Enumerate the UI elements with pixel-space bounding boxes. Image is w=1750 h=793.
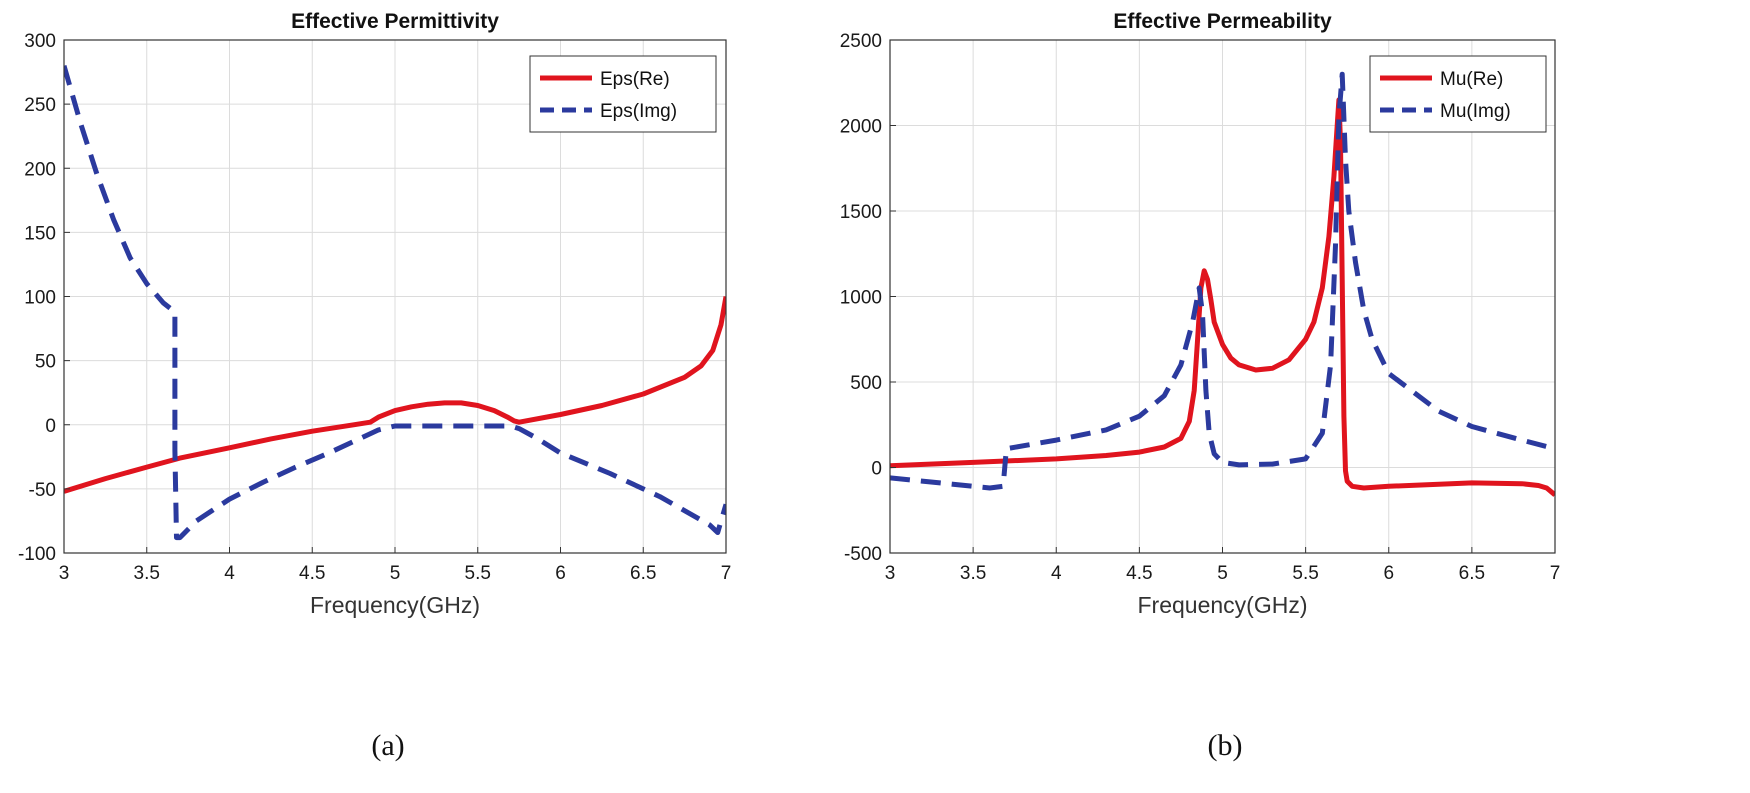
x-tick-label: 3 bbox=[59, 563, 70, 584]
x-tick-label: 5.5 bbox=[465, 563, 491, 584]
x-tick-label: 7 bbox=[721, 563, 732, 584]
x-tick-label: 7 bbox=[1550, 563, 1561, 584]
legend-box bbox=[1369, 55, 1547, 133]
x-tick-label: 5.5 bbox=[1292, 563, 1318, 584]
y-tick-label: 50 bbox=[35, 352, 56, 373]
x-tick-label: 4.5 bbox=[1126, 563, 1152, 584]
legend-label-Mu(Re): Mu(Re) bbox=[1440, 69, 1503, 90]
y-tick-label: 300 bbox=[24, 31, 56, 52]
y-tick-label: 100 bbox=[24, 288, 56, 309]
y-tick-label: -50 bbox=[29, 480, 56, 501]
x-tick-label: 3.5 bbox=[960, 563, 986, 584]
series-line-Eps(Re) bbox=[64, 296, 726, 494]
y-tick-label: 0 bbox=[871, 459, 882, 480]
chart-panel-1: 3 3.5 4 4.5 5 5.5 6 6.5 7 -500 0 500 1000 1500 2000 250… bbox=[840, 10, 1561, 762]
series-group bbox=[890, 71, 1555, 497]
chart-title: Effective Permeability bbox=[1113, 10, 1332, 33]
y-tick-label: 200 bbox=[24, 159, 56, 180]
x-tick-label: 6.5 bbox=[630, 563, 656, 584]
y-tick-label: 150 bbox=[24, 223, 56, 244]
x-tick-label: 6.5 bbox=[1459, 563, 1485, 584]
y-tick-label: 0 bbox=[45, 416, 56, 437]
series-line-Mu(Re) bbox=[890, 97, 1555, 497]
series-line-Mu(Img) bbox=[890, 71, 1555, 491]
y-tick-label: -500 bbox=[844, 544, 882, 565]
x-axis-label: Frequency(GHz) bbox=[310, 592, 480, 618]
x-axis-label: Frequency(GHz) bbox=[1138, 592, 1308, 618]
y-tick-label: 500 bbox=[850, 373, 882, 394]
y-tick-label: 2000 bbox=[840, 117, 882, 138]
x-tick-label: 6 bbox=[555, 563, 566, 584]
x-tick-label: 3 bbox=[885, 563, 896, 584]
x-tick-label: 6 bbox=[1383, 563, 1394, 584]
x-tick-label: 4 bbox=[224, 563, 235, 584]
panel-caption: (b) bbox=[1208, 729, 1243, 762]
legend-label-Eps(Img): Eps(Img) bbox=[600, 101, 677, 122]
legend-label-Mu(Img): Mu(Img) bbox=[1440, 101, 1511, 122]
y-tick-label: 250 bbox=[24, 95, 56, 116]
x-tick-label: 3.5 bbox=[134, 563, 160, 584]
legend-label-Eps(Re): Eps(Re) bbox=[600, 69, 670, 90]
chart-title: Effective Permittivity bbox=[291, 10, 499, 33]
y-tick-label: -100 bbox=[18, 544, 56, 565]
x-tick-label: 5 bbox=[390, 563, 401, 584]
panel-caption: (a) bbox=[371, 729, 404, 762]
y-tick-label: 1000 bbox=[840, 288, 882, 309]
legend: Mu(Re) Mu(Img) bbox=[1369, 55, 1547, 133]
x-tick-label: 4 bbox=[1051, 563, 1062, 584]
y-tick-label: 1500 bbox=[840, 202, 882, 223]
x-tick-label: 4.5 bbox=[299, 563, 325, 584]
chart-panel-0: 3 3.5 4 4.5 5 5.5 6 6.5 7 -100 -50 0 50 100 150 200 250 3… bbox=[18, 10, 731, 762]
x-tick-label: 5 bbox=[1217, 563, 1228, 584]
series-line-Eps(Img) bbox=[64, 65, 726, 541]
legend: Eps(Re) Eps(Img) bbox=[529, 55, 717, 133]
series-group bbox=[64, 65, 726, 541]
y-tick-label: 2500 bbox=[840, 31, 882, 52]
legend-box bbox=[529, 55, 717, 133]
